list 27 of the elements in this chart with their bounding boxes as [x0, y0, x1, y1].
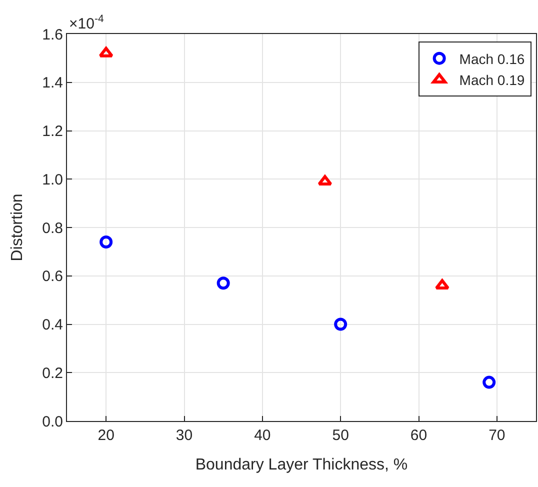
x-tick-label: 20: [98, 427, 114, 444]
text: ×10$^{-4}$: [69, 13, 104, 32]
legend-label: Mach 0.19: [459, 72, 525, 88]
legend-label: Mach 0.16: [459, 50, 525, 67]
x-tick-label: 40: [254, 427, 271, 444]
point: [318, 175, 332, 186]
point: [98, 46, 114, 58]
y-axis-title: Distortion: [9, 194, 26, 262]
y-tick-label: 0.2: [42, 364, 63, 382]
y-tick-label: 1.6: [42, 26, 63, 44]
x-tick-label: 30: [176, 427, 193, 444]
y-tick-label: 0.8: [42, 220, 63, 237]
point: [334, 318, 348, 331]
x-tick-label: 70: [488, 427, 506, 444]
point: [482, 376, 496, 389]
x-tick-label: 50: [332, 427, 349, 444]
x-axis-title: Boundary Layer Thickness, %: [195, 456, 408, 474]
y-tick-label: 1.2: [42, 123, 63, 140]
point: [216, 276, 230, 290]
point: [100, 236, 113, 249]
x-tick-label: 60: [410, 427, 428, 444]
y-tick-label: 0.0: [42, 413, 63, 430]
y-tick-label: 1.4: [42, 74, 63, 92]
y-tick-label: 1.0: [42, 171, 63, 188]
point: [434, 279, 450, 290]
y-tick-label: 0.6: [42, 268, 63, 286]
y-tick-label: 0.4: [42, 316, 63, 334]
